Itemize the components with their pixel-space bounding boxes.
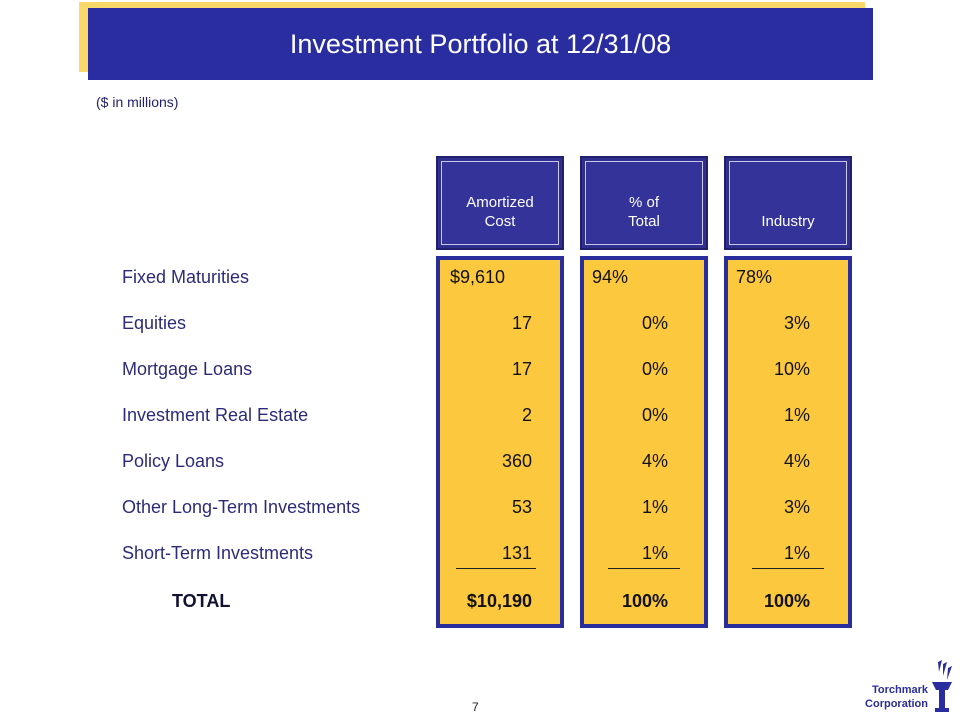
subtotal-rule xyxy=(752,568,824,569)
industry-value: 3% xyxy=(783,497,810,517)
column-fill xyxy=(584,260,704,624)
percent-value: 1% xyxy=(641,543,668,563)
units-note: ($ in millions) xyxy=(96,94,179,110)
company-name: Torchmark Corporation xyxy=(846,683,928,711)
industry-value: 10% xyxy=(773,359,810,379)
header-industry: Industry xyxy=(724,156,852,250)
header-inner xyxy=(441,161,559,245)
amortized-value: $9,610 xyxy=(450,267,506,287)
subtotal-rule xyxy=(608,568,680,569)
row-label: Other Long-Term Investments xyxy=(122,497,361,517)
company-name-line1: Torchmark xyxy=(871,684,928,696)
column-fill xyxy=(728,260,848,624)
percent-value: 0% xyxy=(641,313,668,333)
row-label: Fixed Maturities xyxy=(122,267,250,287)
header-amortized-cost: Amortized Cost xyxy=(436,156,564,250)
industry-value: 4% xyxy=(783,451,810,471)
title-bar: Investment Portfolio at 12/31/08 xyxy=(88,8,873,80)
header-percent-label: % of Total xyxy=(628,194,660,230)
industry-value: 78% xyxy=(736,267,773,287)
percent-value: 1% xyxy=(641,497,668,517)
total-label: TOTAL xyxy=(172,591,231,611)
header-industry-label: Industry xyxy=(761,213,815,230)
header-amortized-label: Amortized Cost xyxy=(466,194,534,230)
row-label: Equities xyxy=(122,313,187,333)
percent-value: 0% xyxy=(641,359,668,379)
percent-value: 94% xyxy=(592,267,629,287)
amortized-value: 360 xyxy=(501,451,532,471)
subtotal-rule xyxy=(456,568,536,569)
row-label: Short-Term Investments xyxy=(122,543,314,563)
industry-value: 1% xyxy=(783,543,810,563)
page-title: Investment Portfolio at 12/31/08 xyxy=(289,29,672,59)
amortized-value: 53 xyxy=(511,497,532,517)
page-number: 7 xyxy=(472,700,479,714)
column-industry xyxy=(724,256,852,628)
amortized-value: 2 xyxy=(521,405,532,425)
row-label: Mortgage Loans xyxy=(122,359,253,379)
amortized-value: 17 xyxy=(511,359,532,379)
header-percent-total: % of Total xyxy=(580,156,708,250)
total-percent-value: 100% xyxy=(621,591,668,611)
amortized-value: 17 xyxy=(511,313,532,333)
amortized-value: 131 xyxy=(501,543,532,563)
industry-value: 1% xyxy=(783,405,810,425)
percent-value: 0% xyxy=(641,405,668,425)
row-label: Policy Loans xyxy=(122,451,225,471)
total-industry-value: 100% xyxy=(763,591,810,611)
total-amortized-value: $10,190 xyxy=(466,591,532,611)
industry-value: 3% xyxy=(783,313,810,333)
column-percent-total xyxy=(580,256,708,628)
header-inner xyxy=(729,161,847,245)
header-inner xyxy=(585,161,703,245)
company-name-line2: Corporation xyxy=(865,698,928,710)
column-amortized-cost xyxy=(436,256,564,628)
torch-logo-icon xyxy=(932,660,952,712)
column-fill xyxy=(440,260,560,624)
percent-value: 4% xyxy=(641,451,668,471)
row-label: Investment Real Estate xyxy=(122,405,309,425)
